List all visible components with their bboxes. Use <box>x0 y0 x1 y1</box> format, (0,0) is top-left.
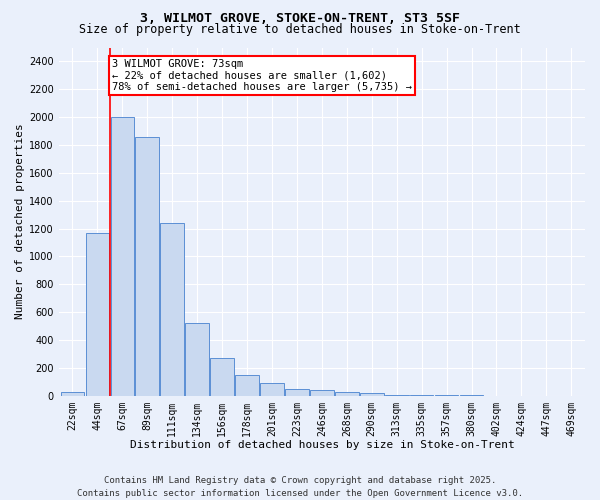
Bar <box>185 324 209 396</box>
Bar <box>335 392 359 396</box>
Bar <box>160 223 184 396</box>
Bar <box>285 390 309 396</box>
Text: 3, WILMOT GROVE, STOKE-ON-TRENT, ST3 5SF: 3, WILMOT GROVE, STOKE-ON-TRENT, ST3 5SF <box>140 12 460 26</box>
Bar <box>310 390 334 396</box>
Bar <box>360 393 383 396</box>
Text: 3 WILMOT GROVE: 73sqm
← 22% of detached houses are smaller (1,602)
78% of semi-d: 3 WILMOT GROVE: 73sqm ← 22% of detached … <box>112 58 412 92</box>
Bar <box>86 233 109 396</box>
Bar <box>410 395 433 396</box>
Text: Contains HM Land Registry data © Crown copyright and database right 2025.
Contai: Contains HM Land Registry data © Crown c… <box>77 476 523 498</box>
Bar <box>61 392 85 396</box>
Text: Size of property relative to detached houses in Stoke-on-Trent: Size of property relative to detached ho… <box>79 24 521 36</box>
Bar <box>136 136 159 396</box>
Bar <box>110 117 134 396</box>
Y-axis label: Number of detached properties: Number of detached properties <box>15 124 25 320</box>
Bar <box>385 394 409 396</box>
X-axis label: Distribution of detached houses by size in Stoke-on-Trent: Distribution of detached houses by size … <box>130 440 514 450</box>
Bar <box>210 358 234 396</box>
Bar <box>260 383 284 396</box>
Bar <box>235 375 259 396</box>
